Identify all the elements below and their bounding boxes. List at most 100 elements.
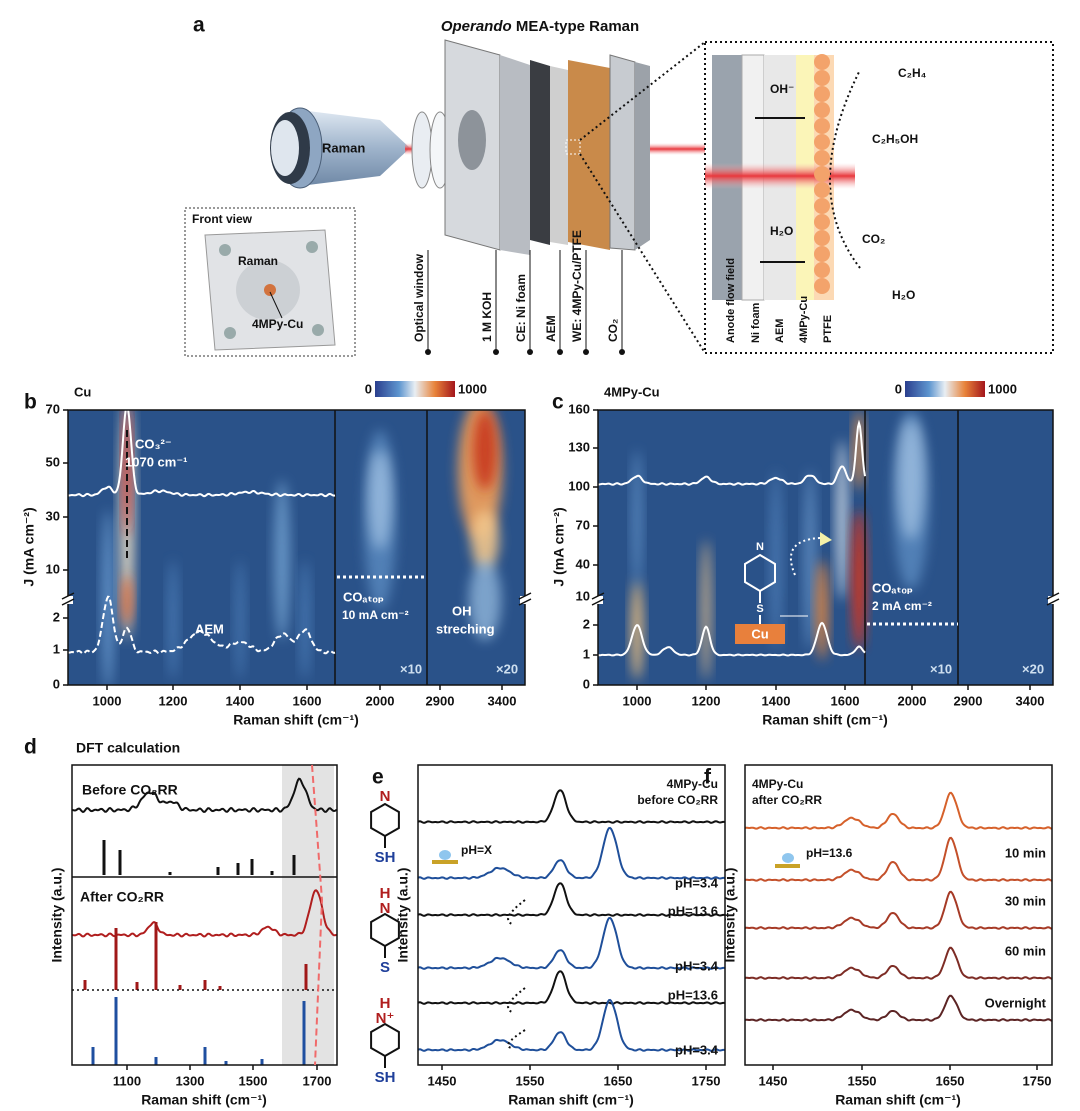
heat-blob bbox=[469, 560, 501, 640]
axis-break bbox=[518, 598, 532, 606]
axis-break bbox=[591, 592, 605, 600]
axis-break-gap bbox=[63, 596, 73, 604]
spectrum bbox=[417, 826, 726, 880]
heat-blob bbox=[300, 560, 310, 680]
axis-break bbox=[1046, 598, 1060, 606]
leader-dot bbox=[583, 349, 589, 355]
sample-label: Cu bbox=[74, 384, 91, 399]
axis-break bbox=[591, 598, 605, 606]
annotation: AEM bbox=[195, 621, 224, 636]
axis-break-gap bbox=[1048, 596, 1058, 604]
heat-blob bbox=[235, 560, 245, 680]
particle bbox=[814, 262, 830, 278]
title-italic: Operando bbox=[441, 18, 512, 35]
y-tick-label: 100 bbox=[568, 478, 590, 493]
atom: SH bbox=[375, 1069, 396, 1086]
c2h4-label: C₂H₄ bbox=[898, 66, 927, 80]
curve-label: 10 min bbox=[1005, 845, 1046, 860]
plate-hole bbox=[458, 110, 486, 170]
y-tick-label: 1 bbox=[53, 641, 60, 656]
panel-title: DFT calculation bbox=[76, 740, 180, 756]
plate-side bbox=[500, 55, 530, 255]
inset-layer-label: Ni foam bbox=[750, 302, 762, 343]
curve-label: 30 min bbox=[1005, 893, 1046, 908]
leader-dot bbox=[493, 349, 499, 355]
raman-lens-core bbox=[271, 120, 299, 176]
y-axis-label: Intensity (a.u.) bbox=[49, 868, 65, 963]
ph-label: pH=13.6 bbox=[806, 846, 853, 860]
y-axis-label: J (mA cm⁻²) bbox=[551, 507, 567, 586]
x-axis-label: Raman shift (cm⁻¹) bbox=[233, 712, 359, 728]
droplet bbox=[439, 850, 451, 860]
colorbar-min: 0 bbox=[365, 381, 372, 396]
heat-blob bbox=[122, 575, 132, 625]
y-axis-label: Intensity (a.u.) bbox=[722, 868, 738, 963]
particle bbox=[814, 118, 830, 134]
atom: N bbox=[380, 788, 391, 805]
spectrum bbox=[744, 890, 1053, 930]
particle bbox=[814, 166, 830, 182]
y-tick-label: 0 bbox=[583, 676, 590, 691]
fv-raman: Raman bbox=[238, 254, 278, 268]
h2o-label: H₂O bbox=[892, 288, 915, 302]
spectrum bbox=[417, 998, 726, 1052]
annotation: COₐₜₒₚ bbox=[872, 580, 913, 595]
sample-label: 4MPy-Cu bbox=[752, 777, 803, 791]
spectrum bbox=[417, 789, 726, 824]
x-tick-label: 1300 bbox=[176, 1073, 205, 1088]
inset-layer-label: AEM bbox=[774, 319, 786, 343]
x-tick-label: 1400 bbox=[762, 693, 791, 708]
atom: SH bbox=[375, 849, 396, 866]
panel-letter: c bbox=[552, 391, 564, 414]
optical-window bbox=[411, 111, 433, 189]
atom: N bbox=[756, 541, 764, 553]
aem bbox=[550, 66, 568, 245]
multiplier: ×10 bbox=[400, 661, 422, 676]
arrow-co2 bbox=[829, 69, 861, 269]
inset-layer-label: Anode flow field bbox=[725, 258, 737, 343]
leader-dot bbox=[619, 349, 625, 355]
particle bbox=[814, 278, 830, 294]
annotation: 1070 cm⁻¹ bbox=[125, 454, 188, 469]
curve-label: Overnight bbox=[985, 995, 1047, 1010]
particle bbox=[814, 198, 830, 214]
cu-block bbox=[735, 624, 785, 644]
bolt bbox=[306, 241, 318, 253]
axis-break bbox=[518, 592, 532, 600]
atom: H bbox=[380, 885, 391, 902]
sample-label: after CO₂RR bbox=[752, 793, 822, 807]
frame bbox=[744, 764, 1053, 1066]
panel-letter: e bbox=[372, 766, 384, 789]
y-tick-label: 1 bbox=[583, 646, 590, 661]
fv-4mpy: 4MPy-Cu bbox=[252, 317, 303, 331]
spectrum bbox=[417, 916, 726, 970]
particle bbox=[814, 214, 830, 230]
spectrum bbox=[744, 836, 1053, 882]
y-tick-label: 2 bbox=[583, 616, 590, 631]
sample-spot bbox=[264, 284, 276, 296]
annotation: streching bbox=[436, 621, 495, 636]
panel-title: Operando MEA-type Raman bbox=[441, 18, 639, 35]
title-rest: MEA-type Raman bbox=[512, 18, 640, 35]
atom: Cu bbox=[751, 626, 768, 641]
x-tick-label: 1450 bbox=[759, 1073, 788, 1088]
y-tick-label: 70 bbox=[576, 517, 590, 532]
particle bbox=[814, 102, 830, 118]
y-tick-label: 130 bbox=[568, 439, 590, 454]
heat-blob bbox=[471, 510, 499, 570]
spectra bbox=[71, 777, 338, 1065]
x-tick-label: 1650 bbox=[604, 1073, 633, 1088]
x-axis-label: Raman shift (cm⁻¹) bbox=[762, 712, 888, 728]
y-tick-label: 30 bbox=[46, 508, 60, 523]
colorbar-max: 1000 bbox=[458, 381, 487, 396]
curve-label: pH=13.6 bbox=[668, 903, 718, 918]
x-tick-label: 1600 bbox=[293, 693, 322, 708]
particle bbox=[814, 230, 830, 246]
x-tick-label: 1750 bbox=[1023, 1073, 1052, 1088]
atom: S bbox=[380, 959, 390, 976]
spectrum bbox=[598, 419, 866, 486]
bolt bbox=[312, 324, 324, 336]
inset-layer-label: 4MPy-Cu bbox=[798, 296, 810, 343]
panel-letter: b bbox=[24, 391, 37, 414]
